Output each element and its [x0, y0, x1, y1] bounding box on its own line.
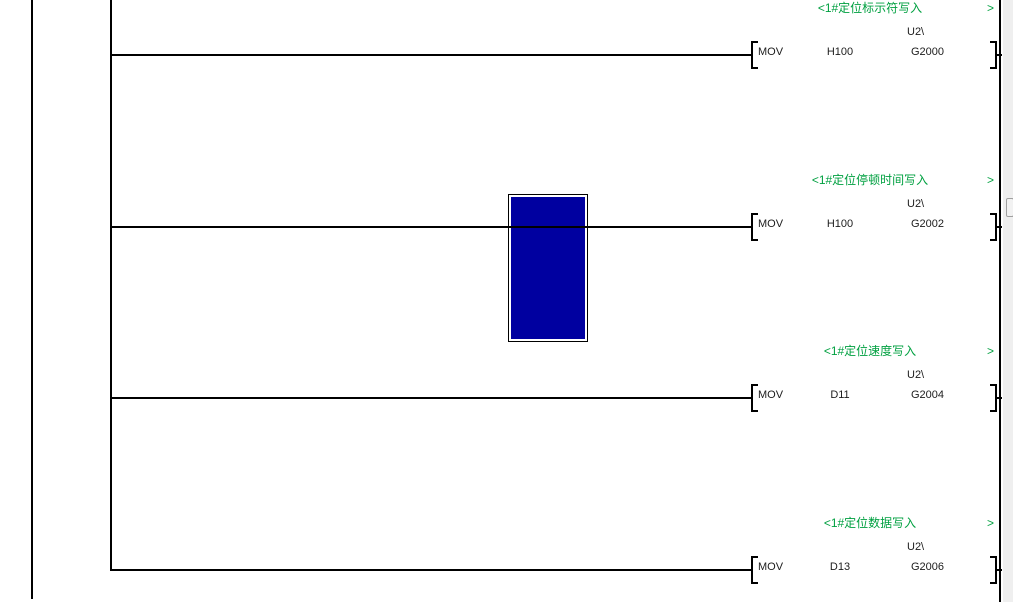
source-operand[interactable]: H100: [826, 46, 854, 58]
dest-operand[interactable]: G2004: [911, 389, 945, 401]
instruction-mnemonic[interactable]: MOV: [758, 561, 784, 573]
dest-channel: U2\: [907, 541, 925, 553]
instruction-mnemonic[interactable]: MOV: [758, 389, 784, 401]
dest-channel: U2\: [907, 369, 925, 381]
edit-cursor-selection[interactable]: [508, 194, 588, 342]
dest-operand[interactable]: G2006: [911, 561, 945, 573]
source-operand[interactable]: D11: [830, 389, 850, 401]
rung-wire: [110, 569, 753, 571]
rung-wire: [110, 54, 753, 56]
ladder-left-power-rail: [110, 0, 112, 571]
instruction-open-bracket: [751, 41, 758, 69]
scrollbar-thumb[interactable]: [1006, 198, 1013, 217]
instruction-open-bracket: [751, 384, 758, 412]
dest-channel: U2\: [907, 26, 925, 38]
instruction-mnemonic[interactable]: MOV: [758, 46, 784, 58]
rung-comment-close: >: [987, 173, 995, 187]
rung-comment: <1#定位标示符写入: [817, 1, 923, 15]
rung-comment-close: >: [987, 344, 995, 358]
rung-wire: [110, 226, 753, 228]
pane-left-border: [31, 0, 33, 599]
source-operand[interactable]: H100: [826, 218, 854, 230]
rung-comment: <1#定位速度写入: [823, 344, 917, 358]
source-operand[interactable]: D13: [829, 561, 851, 573]
rung-wire: [110, 397, 753, 399]
rung-comment: <1#定位数据写入: [823, 516, 917, 530]
instruction-mnemonic[interactable]: MOV: [758, 218, 784, 230]
dest-operand[interactable]: G2002: [911, 218, 945, 230]
instruction-open-bracket: [751, 556, 758, 584]
rung-comment: <1#定位停顿时间写入: [811, 173, 929, 187]
rung-comment-close: >: [987, 516, 995, 530]
dest-channel: U2\: [907, 198, 925, 210]
vertical-scrollbar[interactable]: [1003, 0, 1013, 602]
ladder-right-power-rail: [999, 0, 1001, 602]
dest-operand[interactable]: G2000: [911, 46, 945, 58]
instruction-open-bracket: [751, 213, 758, 241]
rung-comment-close: >: [987, 1, 995, 15]
